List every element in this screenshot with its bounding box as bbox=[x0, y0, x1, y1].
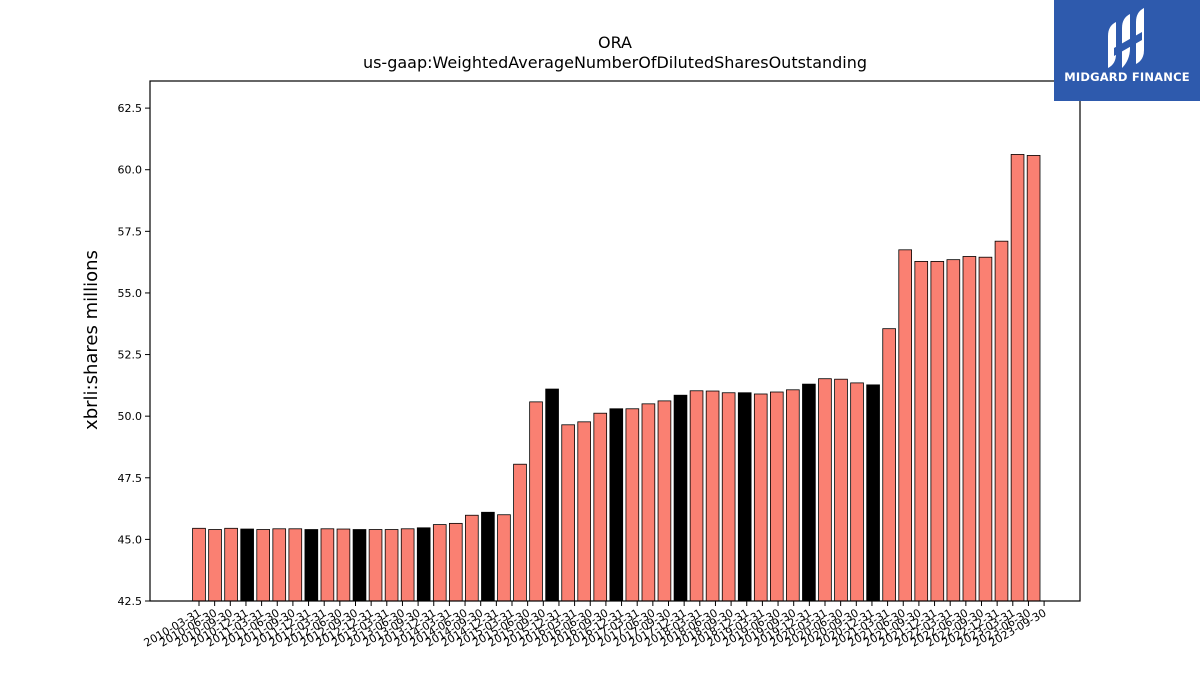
chart-subtitle: us-gaap:WeightedAverageNumberOfDilutedSh… bbox=[363, 53, 867, 72]
bar bbox=[529, 401, 543, 602]
y-tick-label: 47.5 bbox=[118, 472, 143, 485]
bar bbox=[497, 514, 511, 602]
bar bbox=[432, 524, 447, 602]
bar bbox=[882, 328, 896, 602]
bar bbox=[577, 421, 591, 602]
y-tick-label: 52.5 bbox=[118, 349, 143, 362]
bar bbox=[320, 528, 335, 602]
y-axis: 42.5 45.0 47.5 50.0 52.5 55.0 57.5 60.0 62.5 bbox=[118, 102, 150, 608]
y-tick-label: 45.0 bbox=[118, 533, 143, 546]
bar bbox=[834, 378, 848, 602]
bar bbox=[400, 528, 415, 602]
bar bbox=[946, 259, 961, 602]
bar bbox=[962, 256, 977, 602]
chart-title: ORA bbox=[598, 33, 632, 52]
logo-mark-icon bbox=[1108, 8, 1144, 68]
bar bbox=[481, 511, 495, 602]
bar bbox=[898, 249, 912, 602]
bar bbox=[930, 260, 945, 602]
bar bbox=[593, 412, 608, 602]
bar bbox=[256, 529, 270, 602]
bar bbox=[465, 514, 479, 602]
bar bbox=[786, 389, 800, 602]
bar bbox=[561, 424, 575, 602]
bar bbox=[737, 392, 752, 602]
bar bbox=[1026, 155, 1041, 602]
bar bbox=[368, 529, 383, 602]
bar bbox=[336, 528, 351, 602]
bar bbox=[416, 527, 431, 602]
y-tick-label: 50.0 bbox=[118, 410, 143, 423]
y-tick-label: 55.0 bbox=[118, 287, 143, 300]
y-tick-label: 57.5 bbox=[118, 225, 143, 238]
brand-logo: MIDGARD FINANCE bbox=[1054, 0, 1200, 101]
bar bbox=[609, 408, 624, 602]
bar bbox=[673, 394, 688, 602]
bar bbox=[641, 403, 656, 602]
bars-group bbox=[192, 154, 1041, 602]
bar bbox=[448, 522, 463, 602]
logo-text: MIDGARD FINANCE bbox=[1064, 70, 1190, 84]
bar bbox=[802, 383, 816, 602]
plot-frame bbox=[149, 80, 1081, 602]
bar bbox=[850, 382, 864, 602]
bar bbox=[866, 384, 880, 602]
bar bbox=[304, 529, 319, 602]
bar bbox=[545, 388, 559, 602]
bar bbox=[272, 528, 287, 602]
bar bbox=[994, 240, 1009, 602]
bar bbox=[192, 527, 206, 602]
bar bbox=[384, 529, 399, 602]
bar bbox=[914, 260, 929, 602]
bar bbox=[625, 408, 640, 602]
bar bbox=[721, 392, 736, 602]
bar bbox=[818, 378, 832, 602]
y-axis-label: xbrli:shares millions bbox=[81, 250, 102, 430]
bar bbox=[657, 400, 672, 602]
bar bbox=[224, 527, 238, 602]
bar bbox=[208, 529, 222, 602]
bar bbox=[1010, 154, 1025, 602]
x-axis: 2010-03-312010-06-302010-09-302010-12-31… bbox=[142, 601, 1049, 650]
y-tick-label: 60.0 bbox=[118, 164, 143, 177]
bar bbox=[352, 529, 367, 602]
y-tick-label: 62.5 bbox=[118, 102, 143, 115]
bar bbox=[513, 463, 527, 602]
bar bbox=[288, 528, 303, 602]
bar bbox=[689, 390, 704, 602]
bar bbox=[753, 393, 768, 602]
y-tick-label: 42.5 bbox=[118, 595, 143, 608]
bar bbox=[770, 391, 784, 602]
bar bbox=[978, 256, 993, 602]
bar bbox=[705, 390, 720, 602]
bar bbox=[240, 528, 254, 602]
